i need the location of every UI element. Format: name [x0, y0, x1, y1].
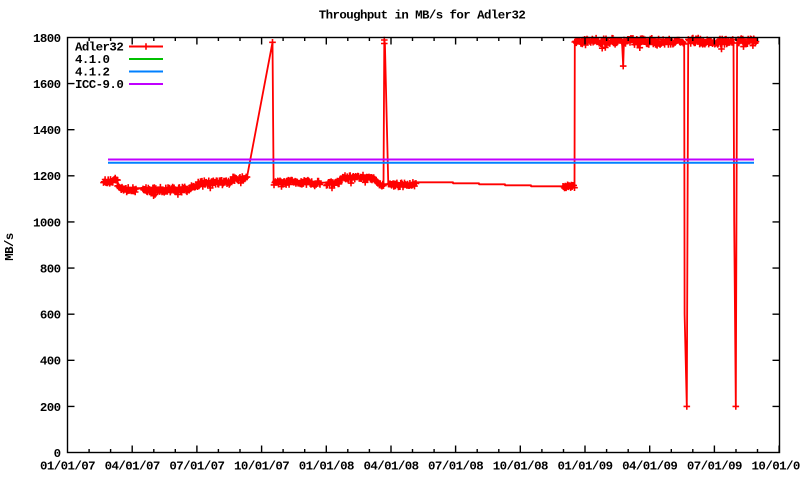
svg-text:4.1.0: 4.1.0: [75, 53, 110, 67]
svg-text:800: 800: [40, 263, 61, 277]
svg-text:01/01/07: 01/01/07: [40, 460, 95, 474]
svg-text:10/01/08: 10/01/08: [493, 460, 548, 474]
svg-text:01/01/08: 01/01/08: [299, 460, 354, 474]
svg-text:600: 600: [40, 309, 61, 323]
svg-text:10/01/07: 10/01/07: [234, 460, 289, 474]
svg-text:07/01/08: 07/01/08: [428, 460, 483, 474]
svg-text:1600: 1600: [33, 78, 61, 92]
svg-text:04/01/08: 04/01/08: [363, 460, 418, 474]
svg-text:200: 200: [40, 401, 61, 415]
svg-text:10/01/09: 10/01/09: [752, 460, 800, 474]
svg-text:04/01/07: 04/01/07: [105, 460, 160, 474]
svg-text:1000: 1000: [33, 216, 61, 230]
svg-text:07/01/09: 07/01/09: [687, 460, 742, 474]
svg-text:ICC-9.0: ICC-9.0: [75, 78, 123, 92]
svg-text:0: 0: [54, 447, 61, 461]
svg-text:400: 400: [40, 355, 61, 369]
svg-text:4.1.2: 4.1.2: [75, 66, 110, 80]
svg-text:04/01/09: 04/01/09: [622, 460, 677, 474]
svg-text:Throughput in MB/s for Adler32: Throughput in MB/s for Adler32: [319, 9, 526, 23]
svg-text:1800: 1800: [33, 32, 61, 46]
svg-text:07/01/07: 07/01/07: [169, 460, 224, 474]
svg-text:Adler32: Adler32: [75, 41, 123, 55]
svg-text:1200: 1200: [33, 170, 61, 184]
svg-text:01/01/09: 01/01/09: [557, 460, 612, 474]
svg-text:MB/s: MB/s: [3, 233, 17, 261]
svg-text:1400: 1400: [33, 124, 61, 138]
